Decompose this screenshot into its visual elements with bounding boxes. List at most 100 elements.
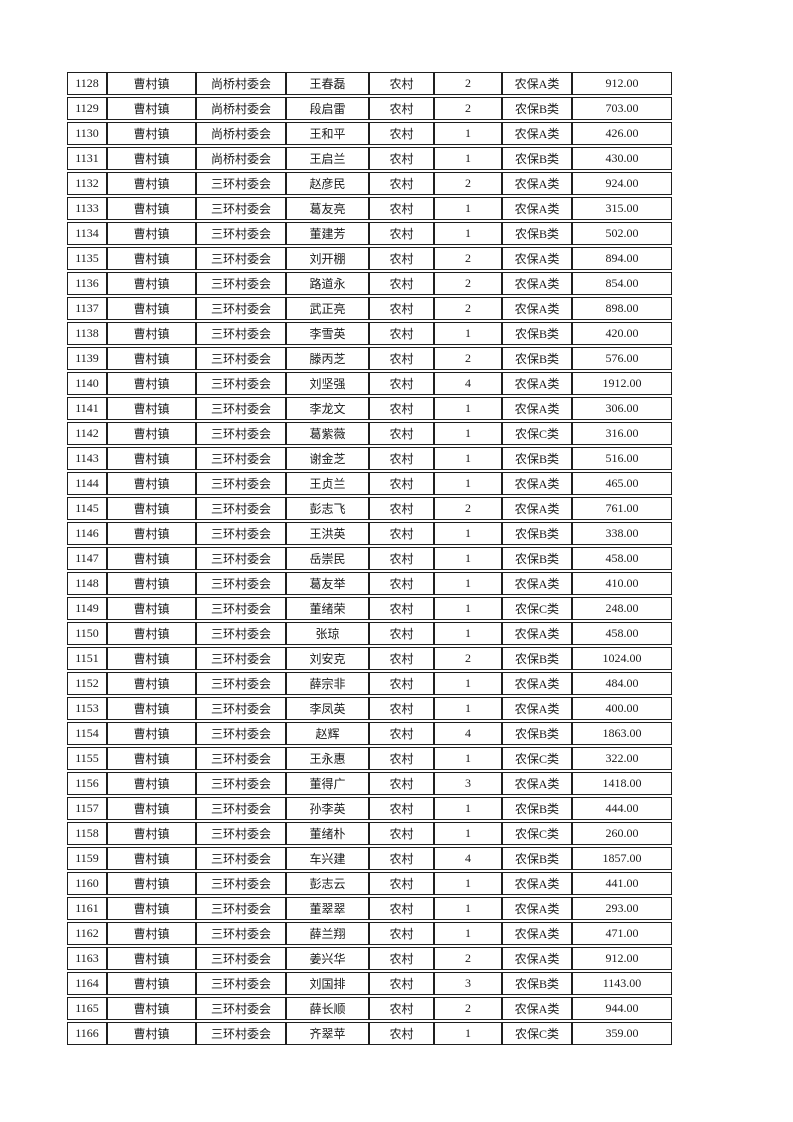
table-row: 1162 曹村镇 三环村委会 薛兰翔 农村 1 农保A类 471.00 <box>67 922 672 945</box>
cell-village: 三环村委会 <box>196 722 286 745</box>
cell-village: 三环村委会 <box>196 897 286 920</box>
cell-persons: 1 <box>434 922 502 945</box>
cell-residence: 农村 <box>369 172 434 195</box>
cell-seq: 1133 <box>67 197 107 220</box>
cell-village: 尚桥村委会 <box>196 72 286 95</box>
cell-town: 曹村镇 <box>107 572 196 595</box>
cell-category: 农保B类 <box>502 972 572 995</box>
cell-persons: 1 <box>434 697 502 720</box>
cell-residence: 农村 <box>369 797 434 820</box>
cell-residence: 农村 <box>369 347 434 370</box>
table-row: 1147 曹村镇 三环村委会 岳崇民 农村 1 农保B类 458.00 <box>67 547 672 570</box>
table-row: 1163 曹村镇 三环村委会 姜兴华 农村 2 农保A类 912.00 <box>67 947 672 970</box>
cell-category: 农保B类 <box>502 522 572 545</box>
cell-persons: 1 <box>434 1022 502 1045</box>
cell-seq: 1162 <box>67 922 107 945</box>
cell-town: 曹村镇 <box>107 422 196 445</box>
cell-persons: 1 <box>434 547 502 570</box>
cell-seq: 1132 <box>67 172 107 195</box>
cell-amount: 912.00 <box>572 72 672 95</box>
cell-village: 三环村委会 <box>196 347 286 370</box>
cell-seq: 1164 <box>67 972 107 995</box>
cell-name: 李龙文 <box>286 397 369 420</box>
cell-name: 薛长顺 <box>286 997 369 1020</box>
cell-name: 滕丙芝 <box>286 347 369 370</box>
cell-village: 三环村委会 <box>196 572 286 595</box>
cell-category: 农保B类 <box>502 322 572 345</box>
cell-town: 曹村镇 <box>107 222 196 245</box>
cell-seq: 1131 <box>67 147 107 170</box>
cell-village: 三环村委会 <box>196 797 286 820</box>
cell-seq: 1142 <box>67 422 107 445</box>
cell-name: 彭志云 <box>286 872 369 895</box>
cell-persons: 1 <box>434 397 502 420</box>
cell-category: 农保B类 <box>502 847 572 870</box>
cell-category: 农保B类 <box>502 797 572 820</box>
cell-amount: 924.00 <box>572 172 672 195</box>
table-row: 1154 曹村镇 三环村委会 赵辉 农村 4 农保B类 1863.00 <box>67 722 672 745</box>
table-row: 1131 曹村镇 尚桥村委会 王启兰 农村 1 农保B类 430.00 <box>67 147 672 170</box>
cell-category: 农保A类 <box>502 122 572 145</box>
cell-town: 曹村镇 <box>107 122 196 145</box>
cell-seq: 1147 <box>67 547 107 570</box>
table-row: 1150 曹村镇 三环村委会 张琼 农村 1 农保A类 458.00 <box>67 622 672 645</box>
cell-category: 农保A类 <box>502 897 572 920</box>
cell-seq: 1160 <box>67 872 107 895</box>
cell-amount: 458.00 <box>572 622 672 645</box>
cell-category: 农保B类 <box>502 647 572 670</box>
cell-category: 农保A类 <box>502 772 572 795</box>
cell-persons: 1 <box>434 747 502 770</box>
cell-village: 尚桥村委会 <box>196 97 286 120</box>
cell-amount: 576.00 <box>572 347 672 370</box>
cell-name: 董得广 <box>286 772 369 795</box>
cell-category: 农保C类 <box>502 747 572 770</box>
cell-village: 三环村委会 <box>196 747 286 770</box>
cell-amount: 1143.00 <box>572 972 672 995</box>
cell-town: 曹村镇 <box>107 772 196 795</box>
cell-category: 农保B类 <box>502 547 572 570</box>
cell-town: 曹村镇 <box>107 497 196 520</box>
cell-name: 董绪荣 <box>286 597 369 620</box>
cell-seq: 1151 <box>67 647 107 670</box>
cell-seq: 1146 <box>67 522 107 545</box>
cell-category: 农保A类 <box>502 922 572 945</box>
cell-residence: 农村 <box>369 747 434 770</box>
table-row: 1151 曹村镇 三环村委会 刘安克 农村 2 农保B类 1024.00 <box>67 647 672 670</box>
cell-village: 三环村委会 <box>196 472 286 495</box>
cell-amount: 1024.00 <box>572 647 672 670</box>
cell-amount: 315.00 <box>572 197 672 220</box>
cell-persons: 2 <box>434 297 502 320</box>
cell-village: 三环村委会 <box>196 222 286 245</box>
cell-town: 曹村镇 <box>107 672 196 695</box>
cell-village: 三环村委会 <box>196 272 286 295</box>
cell-residence: 农村 <box>369 722 434 745</box>
cell-persons: 2 <box>434 97 502 120</box>
cell-amount: 316.00 <box>572 422 672 445</box>
cell-category: 农保C类 <box>502 597 572 620</box>
cell-persons: 2 <box>434 497 502 520</box>
cell-name: 薛宗非 <box>286 672 369 695</box>
table-row: 1130 曹村镇 尚桥村委会 王和平 农村 1 农保A类 426.00 <box>67 122 672 145</box>
table-row: 1129 曹村镇 尚桥村委会 段启雷 农村 2 农保B类 703.00 <box>67 97 672 120</box>
cell-name: 车兴建 <box>286 847 369 870</box>
cell-name: 王洪英 <box>286 522 369 545</box>
table-row: 1128 曹村镇 尚桥村委会 王春磊 农村 2 农保A类 912.00 <box>67 72 672 95</box>
cell-town: 曹村镇 <box>107 397 196 420</box>
cell-village: 三环村委会 <box>196 597 286 620</box>
cell-amount: 1912.00 <box>572 372 672 395</box>
table-row: 1134 曹村镇 三环村委会 董建芳 农村 1 农保B类 502.00 <box>67 222 672 245</box>
cell-town: 曹村镇 <box>107 172 196 195</box>
cell-village: 三环村委会 <box>196 847 286 870</box>
cell-town: 曹村镇 <box>107 922 196 945</box>
cell-persons: 1 <box>434 222 502 245</box>
cell-seq: 1141 <box>67 397 107 420</box>
cell-persons: 2 <box>434 347 502 370</box>
cell-persons: 1 <box>434 872 502 895</box>
cell-town: 曹村镇 <box>107 872 196 895</box>
cell-amount: 410.00 <box>572 572 672 595</box>
table-row: 1136 曹村镇 三环村委会 路道永 农村 2 农保A类 854.00 <box>67 272 672 295</box>
cell-amount: 1863.00 <box>572 722 672 745</box>
cell-amount: 898.00 <box>572 297 672 320</box>
cell-amount: 426.00 <box>572 122 672 145</box>
cell-name: 路道永 <box>286 272 369 295</box>
